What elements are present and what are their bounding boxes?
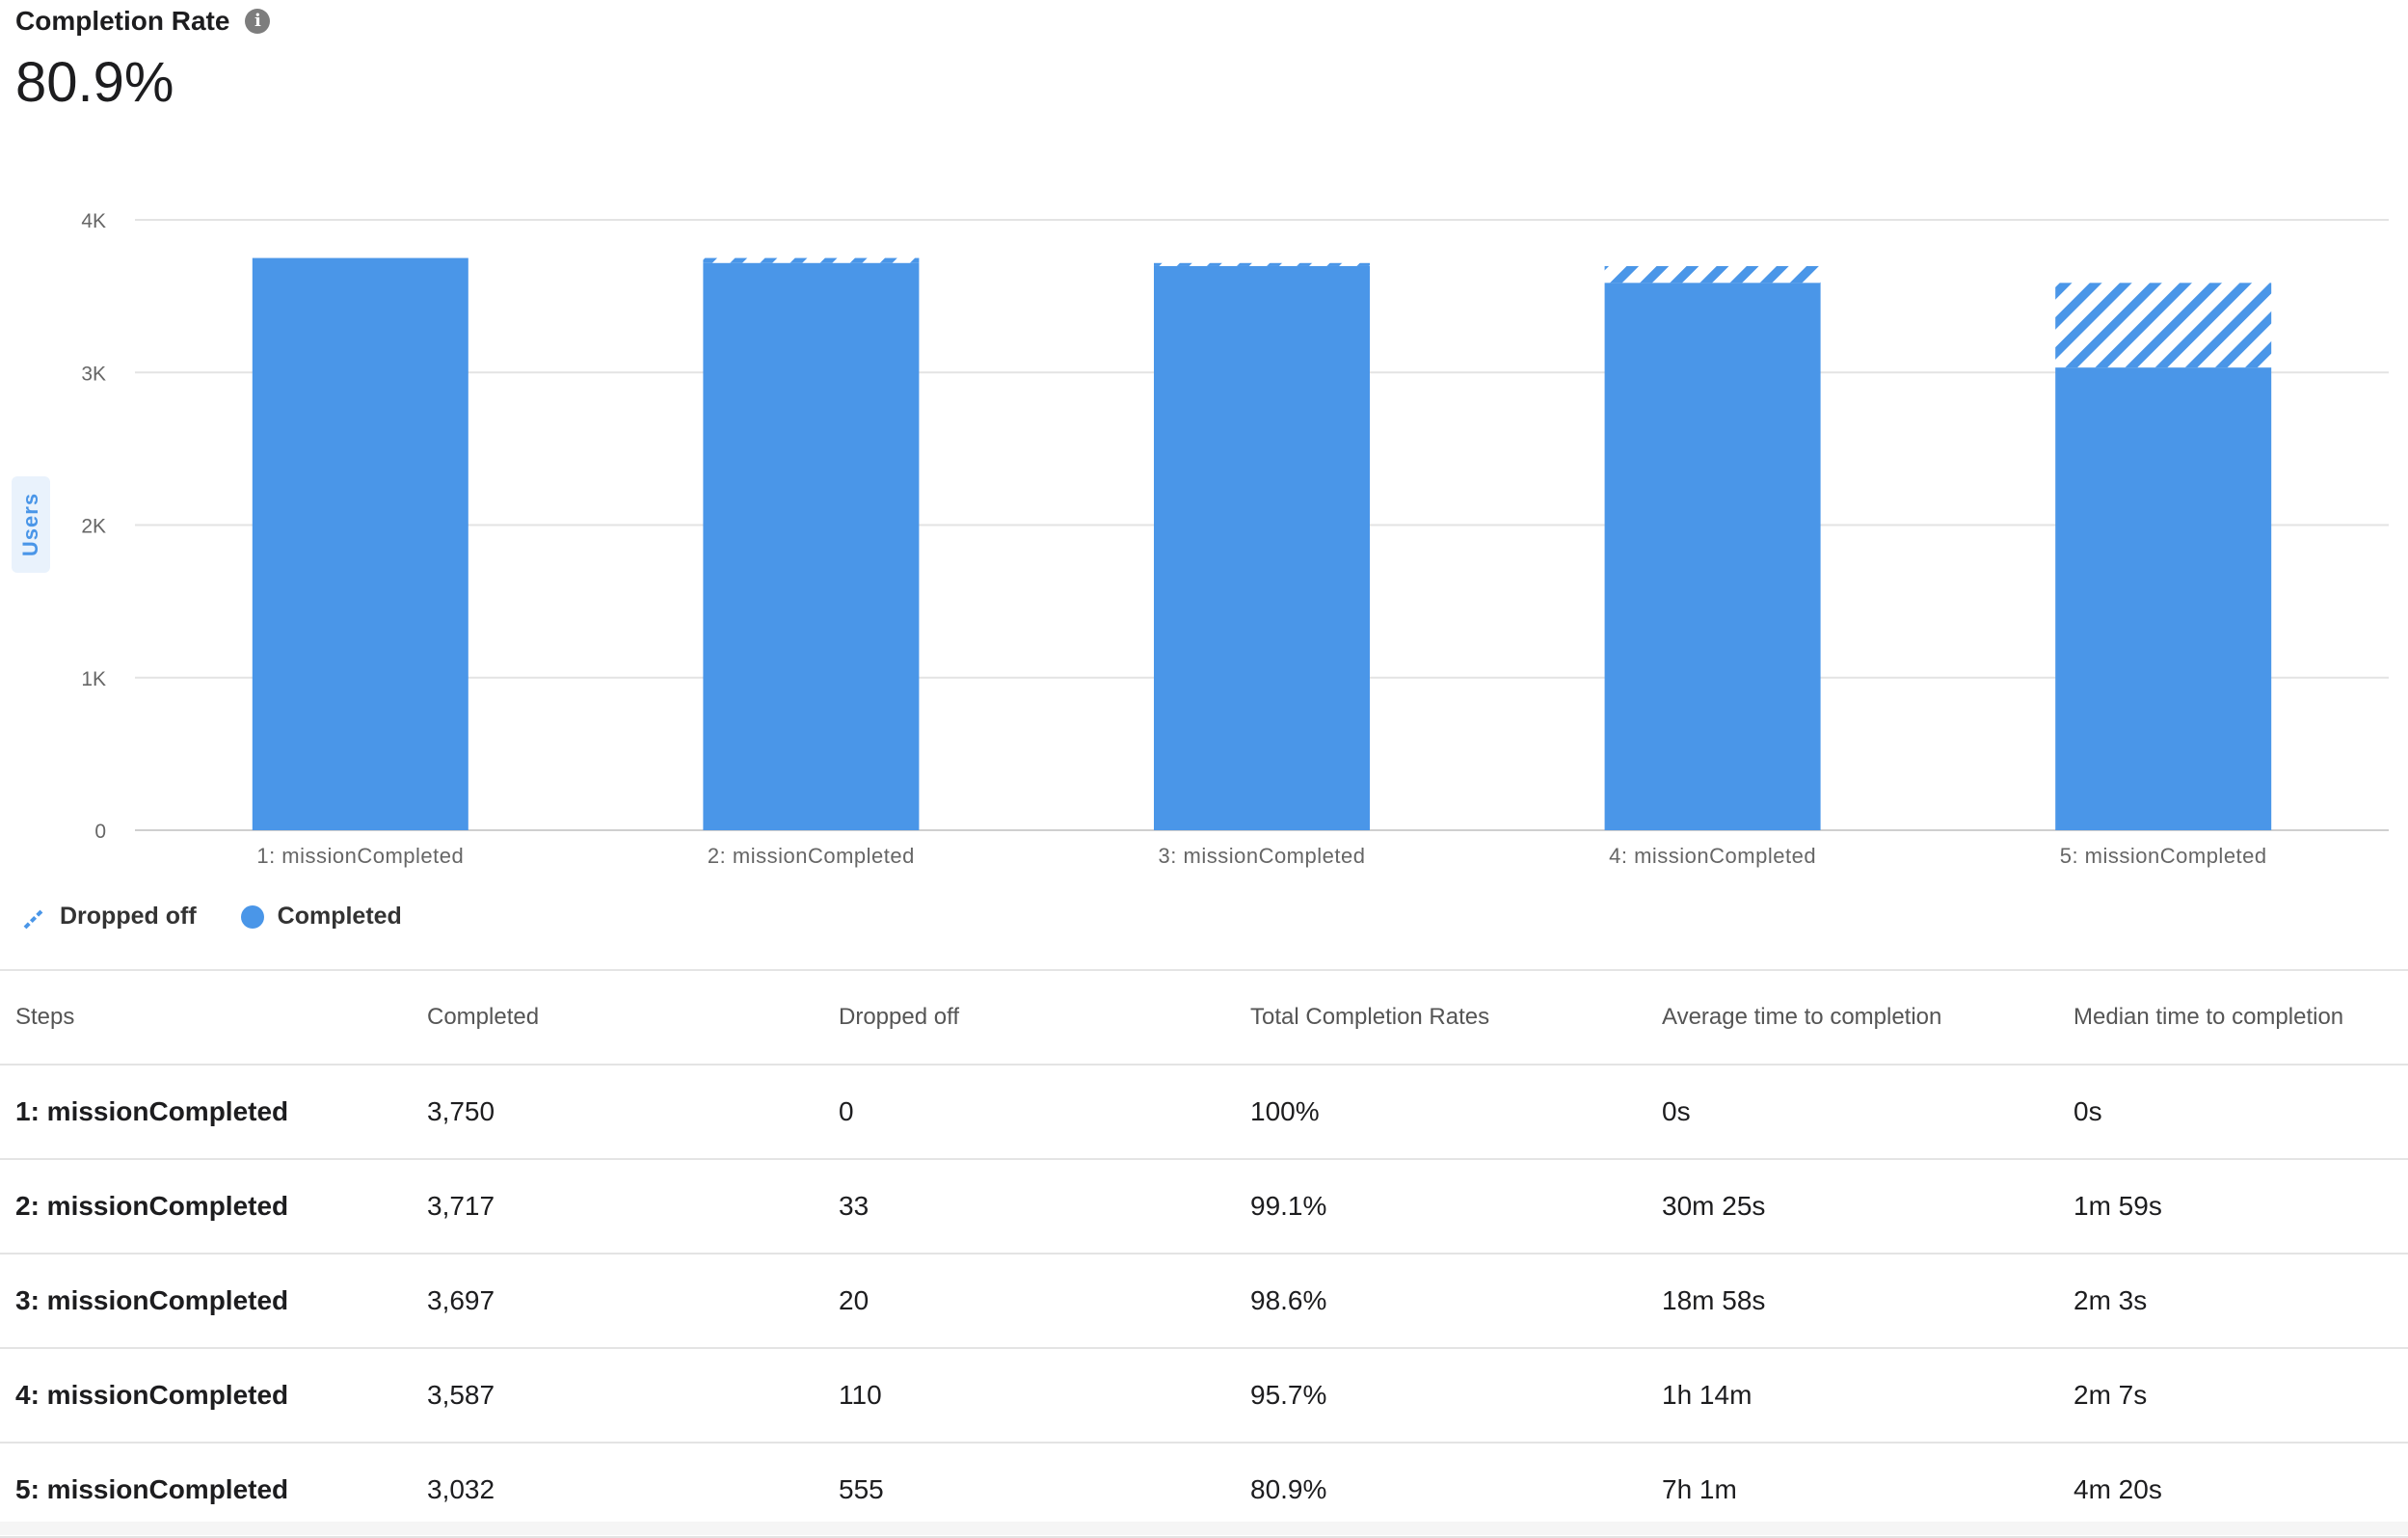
completed-bar (1154, 265, 1370, 830)
legend-label-completed: Completed (277, 903, 402, 930)
cell-total-rate: 98.6% (1235, 1254, 1646, 1349)
cell-completed: 3,717 (412, 1159, 823, 1255)
dropped-off-bar (1154, 262, 1370, 266)
table-row: 2: missionCompleted 3,717 33 99.1% 30m 2… (0, 1159, 2408, 1255)
dropped-off-bar (1604, 265, 1821, 283)
y-axis-label: Users (12, 476, 50, 573)
table-row: 3: missionCompleted 3,697 20 98.6% 18m 5… (0, 1254, 2408, 1349)
page-title: Completion Rate (15, 6, 230, 36)
x-tick-label: 1: missionCompleted (256, 844, 464, 868)
legend-item-dropped-off[interactable]: Dropped off (21, 903, 197, 931)
cell-median-time: 1m 59s (2058, 1159, 2408, 1255)
info-icon[interactable]: i (245, 9, 271, 34)
cell-median-time: 2m 3s (2058, 1254, 2408, 1349)
cell-total-rate: 99.1% (1235, 1159, 1646, 1255)
x-tick-label: 4: missionCompleted (1609, 844, 1816, 868)
cell-total-rate: 100% (1235, 1065, 1646, 1160)
title-row: Completion Rate i (15, 6, 271, 37)
cell-total-rate: 95.7% (1235, 1348, 1646, 1444)
scroll-edge (0, 1522, 2408, 1535)
y-tick-label: 1K (81, 668, 106, 690)
table-row: 4: missionCompleted 3,587 110 95.7% 1h 1… (0, 1348, 2408, 1444)
completed-bar (703, 262, 920, 830)
completed-bar (1604, 283, 1821, 830)
cell-average-time: 0s (1646, 1065, 2058, 1160)
completion-rate-value: 80.9% (15, 51, 174, 114)
completed-bar (2055, 367, 2272, 830)
header-median-time[interactable]: Median time to completion (2058, 971, 2408, 1066)
y-tick-label: 4K (81, 210, 106, 232)
completed-bar (252, 257, 468, 830)
cell-median-time: 0s (2058, 1065, 2408, 1160)
cell-completed: 3,750 (412, 1065, 823, 1160)
x-tick-label: 2: missionCompleted (708, 844, 915, 868)
header-steps[interactable]: Steps (0, 971, 412, 1066)
y-tick-label: 2K (81, 516, 106, 538)
y-tick-label: 0 (94, 821, 106, 843)
table-row: 1: missionCompleted 3,750 0 100% 0s 0s (0, 1065, 2408, 1160)
cell-dropped-off: 33 (823, 1159, 1235, 1255)
cell-step: 4: missionCompleted (0, 1348, 412, 1444)
steps-table-container: Steps Completed Dropped off Total Comple… (0, 969, 2408, 1538)
cell-completed: 3,587 (412, 1348, 823, 1444)
cell-step: 1: missionCompleted (0, 1065, 412, 1160)
y-tick-label: 3K (81, 363, 106, 385)
header-average-time[interactable]: Average time to completion (1646, 971, 2058, 1066)
chart-legend: Dropped off Completed (21, 903, 402, 931)
legend-item-completed[interactable]: Completed (240, 903, 402, 931)
x-tick-label: 3: missionCompleted (1159, 844, 1366, 868)
x-tick-label: 5: missionCompleted (2060, 844, 2267, 868)
cell-average-time: 1h 14m (1646, 1348, 2058, 1444)
chart-svg: 0 1K 2K 3K 4K 1: missionCompleted 2: missionCo… (81, 210, 2389, 868)
cell-step: 3: missionCompleted (0, 1254, 412, 1349)
dropped-off-bar (2055, 283, 2272, 368)
cell-dropped-off: 110 (823, 1348, 1235, 1444)
header-dropped-off[interactable]: Dropped off (823, 971, 1235, 1066)
cell-median-time: 2m 7s (2058, 1348, 2408, 1444)
dropped-off-bar (703, 257, 920, 263)
cell-dropped-off: 0 (823, 1065, 1235, 1160)
hatch-icon (23, 908, 44, 929)
header-total-completion-rates[interactable]: Total Completion Rates (1235, 971, 1646, 1066)
cell-average-time: 18m 58s (1646, 1254, 2058, 1349)
cell-completed: 3,697 (412, 1254, 823, 1349)
cell-step: 2: missionCompleted (0, 1159, 412, 1255)
y-axis-label-text: Users (18, 492, 42, 557)
table-header-row: Steps Completed Dropped off Total Comple… (0, 971, 2408, 1066)
cell-average-time: 30m 25s (1646, 1159, 2058, 1255)
cell-dropped-off: 20 (823, 1254, 1235, 1349)
steps-table: Steps Completed Dropped off Total Comple… (0, 971, 2408, 1538)
completed-dot-icon (240, 904, 264, 929)
legend-label-dropped-off: Dropped off (60, 903, 197, 930)
funnel-chart: 0 1K 2K 3K 4K 1: missionCompleted 2: missionCo… (0, 183, 2408, 897)
chart-header: Completion Rate i 80.9% (15, 6, 271, 115)
header-completed[interactable]: Completed (412, 971, 823, 1066)
